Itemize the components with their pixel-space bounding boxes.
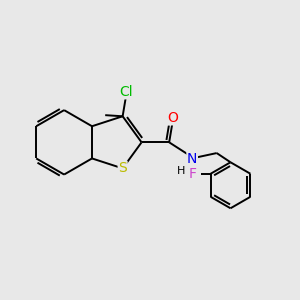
Text: F: F <box>188 167 196 181</box>
Text: S: S <box>118 161 127 176</box>
Text: O: O <box>167 111 178 125</box>
Text: Cl: Cl <box>119 85 133 99</box>
Text: N: N <box>187 152 197 166</box>
Text: H: H <box>177 166 186 176</box>
